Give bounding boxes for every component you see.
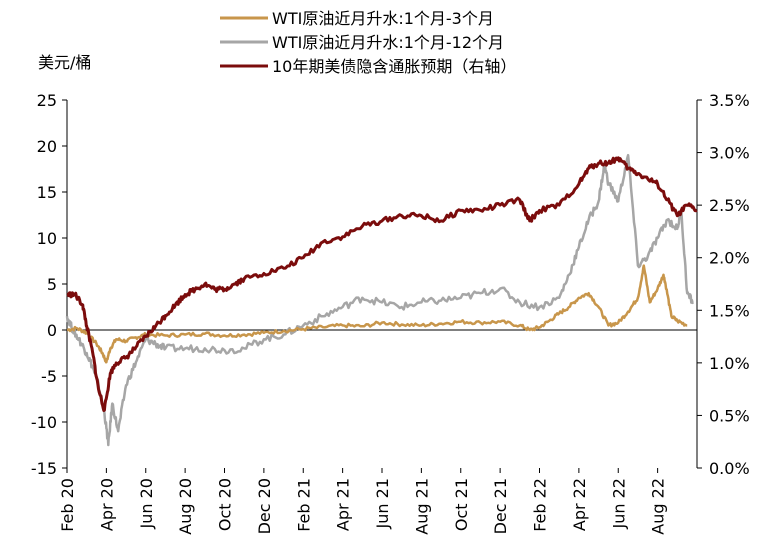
x-tick-label: Jun 21	[373, 478, 392, 529]
left-tick-label: -10	[31, 413, 57, 432]
right-tick-label: 2.5%	[709, 196, 750, 215]
right-tick-label: 1.0%	[709, 354, 750, 373]
x-tick-label: Feb 20	[58, 478, 77, 532]
x-tick-label: Oct 20	[216, 478, 235, 531]
x-tick-label: Aug 21	[412, 478, 431, 535]
left-tick-label: 5	[47, 275, 57, 294]
right-tick-label: 0.0%	[709, 459, 750, 478]
left-tick-label: 10	[37, 229, 57, 248]
x-tick-label: Feb 21	[294, 478, 313, 532]
x-tick-label: Apr 21	[334, 478, 353, 531]
x-tick-label: Aug 20	[176, 478, 195, 535]
legend: WTI原油近月升水:1个月-3个月 WTI原油近月升水:1个月-12个月 10年…	[220, 9, 516, 76]
right-tick-label: 1.5%	[709, 301, 750, 320]
tick-labels: 25 20 15 10 5 0 -5 -10 -15 3.5% 3.0% 2.5% 2.0% 1.5% 1.…	[31, 91, 750, 535]
x-tick-label: Apr 20	[97, 478, 116, 531]
series-line-2	[66, 156, 698, 412]
left-tick-label: 25	[37, 91, 57, 110]
right-tick-label: 3.0%	[709, 144, 750, 163]
series-line-0	[66, 264, 688, 364]
left-tick-label: 20	[37, 137, 57, 156]
left-tick-label: -15	[31, 459, 57, 478]
right-tick-label: 2.0%	[709, 249, 750, 268]
x-tick-label: Dec 21	[491, 478, 510, 534]
left-tick-label: -5	[41, 367, 57, 386]
x-tick-label: Jun 20	[137, 478, 156, 529]
left-tick-label: 0	[47, 321, 57, 340]
series-line-1	[65, 153, 694, 447]
axes	[62, 99, 702, 473]
x-tick-label: Apr 22	[570, 478, 589, 531]
x-tick-label: Dec 20	[255, 478, 274, 534]
x-tick-label: Jun 22	[609, 478, 628, 529]
left-tick-label: 15	[37, 183, 57, 202]
x-tick-label: Oct 21	[452, 478, 471, 531]
legend-label-wti-1-12: WTI原油近月升水:1个月-12个月	[272, 33, 504, 52]
x-tick-label: Aug 22	[649, 478, 668, 535]
right-tick-label: 0.5%	[709, 406, 750, 425]
right-tick-label: 3.5%	[709, 91, 750, 110]
x-tick-label: Feb 22	[531, 478, 550, 532]
legend-label-breakeven: 10年期美债隐含通胀预期（右轴）	[272, 57, 516, 76]
series-group	[65, 153, 698, 447]
y-unit-label: 美元/桶	[38, 53, 91, 72]
legend-label-wti-1-3: WTI原油近月升水:1个月-3个月	[272, 9, 494, 28]
